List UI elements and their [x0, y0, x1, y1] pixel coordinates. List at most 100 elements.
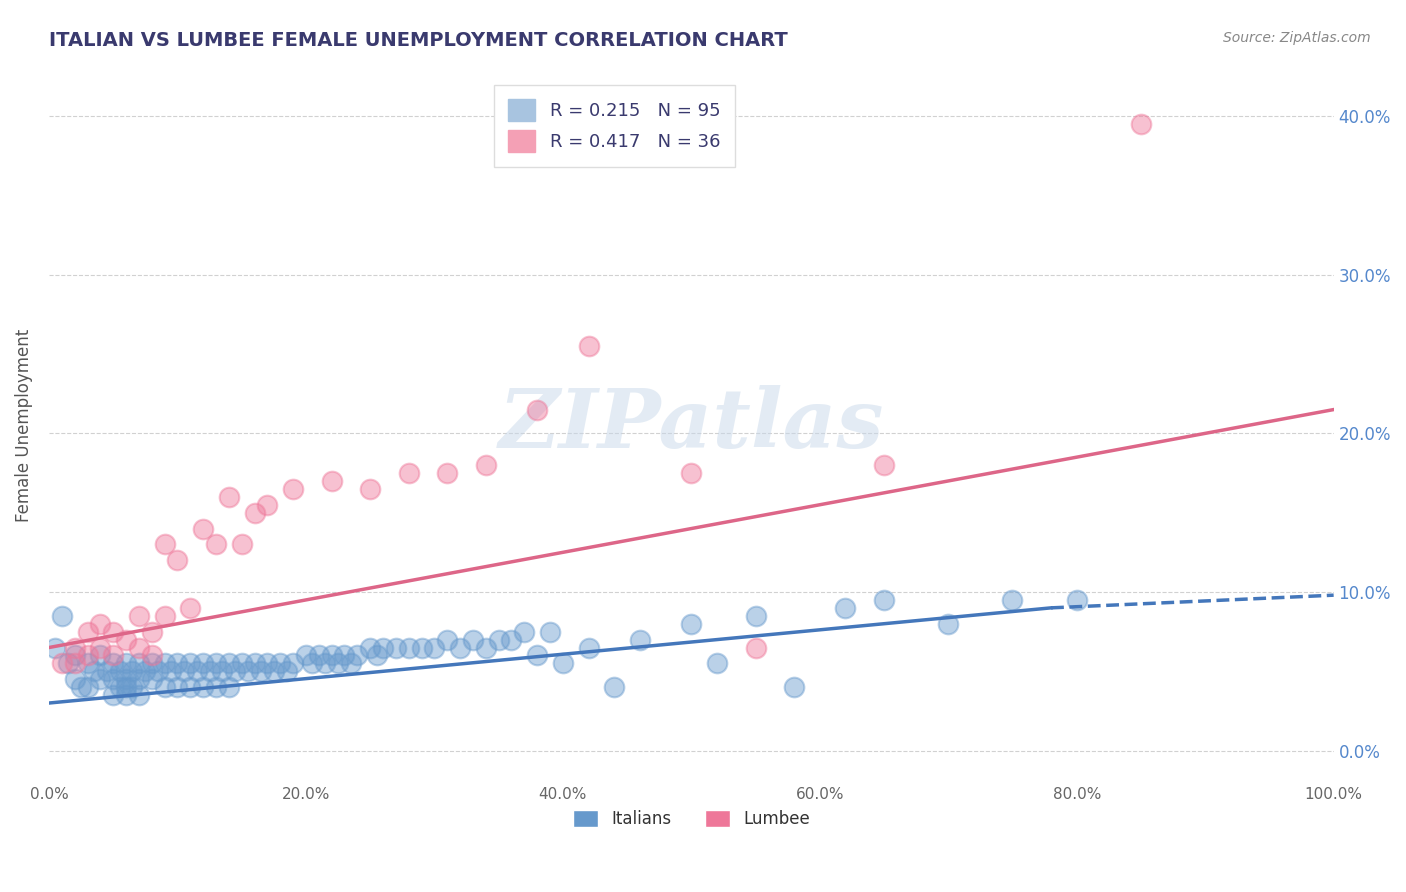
Point	[153, 657, 176, 671]
Point	[103, 688, 125, 702]
Point	[243, 506, 266, 520]
Point	[603, 680, 626, 694]
Point	[63, 648, 86, 663]
Point	[243, 657, 266, 671]
Point	[398, 640, 420, 655]
Point	[224, 665, 246, 679]
Point	[359, 640, 381, 655]
Point	[250, 665, 273, 679]
Point	[121, 665, 143, 679]
Point	[128, 608, 150, 623]
Point	[63, 640, 86, 655]
Point	[281, 482, 304, 496]
Point	[346, 648, 368, 663]
Point	[89, 648, 111, 663]
Point	[706, 657, 728, 671]
Point	[501, 632, 523, 647]
Point	[321, 474, 343, 488]
Point	[474, 640, 496, 655]
Point	[96, 665, 118, 679]
Point	[166, 680, 188, 694]
Point	[301, 657, 323, 671]
Point	[744, 640, 766, 655]
Point	[578, 640, 600, 655]
Point	[179, 657, 201, 671]
Point	[198, 665, 221, 679]
Point	[115, 688, 138, 702]
Point	[179, 600, 201, 615]
Point	[83, 665, 105, 679]
Point	[526, 402, 548, 417]
Point	[263, 665, 285, 679]
Point	[128, 672, 150, 686]
Point	[218, 490, 240, 504]
Point	[205, 680, 228, 694]
Point	[681, 466, 703, 480]
Point	[63, 657, 86, 671]
Point	[449, 640, 471, 655]
Point	[121, 680, 143, 694]
Point	[153, 680, 176, 694]
Point	[936, 616, 959, 631]
Point	[321, 648, 343, 663]
Point	[256, 657, 278, 671]
Point	[186, 665, 208, 679]
Point	[108, 680, 131, 694]
Point	[160, 665, 183, 679]
Point	[89, 672, 111, 686]
Point	[58, 657, 80, 671]
Point	[211, 665, 233, 679]
Point	[398, 466, 420, 480]
Point	[153, 608, 176, 623]
Point	[538, 624, 561, 639]
Point	[295, 648, 318, 663]
Point	[191, 522, 214, 536]
Point	[873, 458, 896, 472]
Point	[551, 657, 574, 671]
Point	[1001, 593, 1024, 607]
Point	[461, 632, 484, 647]
Point	[256, 498, 278, 512]
Point	[513, 624, 536, 639]
Point	[578, 339, 600, 353]
Point	[744, 608, 766, 623]
Point	[1129, 117, 1152, 131]
Point	[436, 632, 458, 647]
Point	[308, 648, 330, 663]
Point	[628, 632, 651, 647]
Point	[76, 680, 98, 694]
Point	[423, 640, 446, 655]
Point	[166, 657, 188, 671]
Point	[1066, 593, 1088, 607]
Point	[76, 624, 98, 639]
Point	[366, 648, 388, 663]
Point	[333, 648, 356, 663]
Point	[269, 657, 291, 671]
Point	[128, 688, 150, 702]
Point	[103, 648, 125, 663]
Point	[276, 665, 298, 679]
Point	[141, 672, 163, 686]
Point	[128, 640, 150, 655]
Point	[51, 657, 73, 671]
Point	[411, 640, 433, 655]
Point	[326, 657, 349, 671]
Point	[783, 680, 806, 694]
Point	[436, 466, 458, 480]
Point	[153, 537, 176, 551]
Point	[128, 657, 150, 671]
Point	[681, 616, 703, 631]
Point	[281, 657, 304, 671]
Point	[218, 657, 240, 671]
Point	[371, 640, 394, 655]
Point	[141, 648, 163, 663]
Point	[191, 657, 214, 671]
Point	[231, 537, 253, 551]
Point	[205, 537, 228, 551]
Point	[115, 672, 138, 686]
Text: Source: ZipAtlas.com: Source: ZipAtlas.com	[1223, 31, 1371, 45]
Point	[236, 665, 259, 679]
Point	[103, 624, 125, 639]
Point	[314, 657, 336, 671]
Point	[89, 640, 111, 655]
